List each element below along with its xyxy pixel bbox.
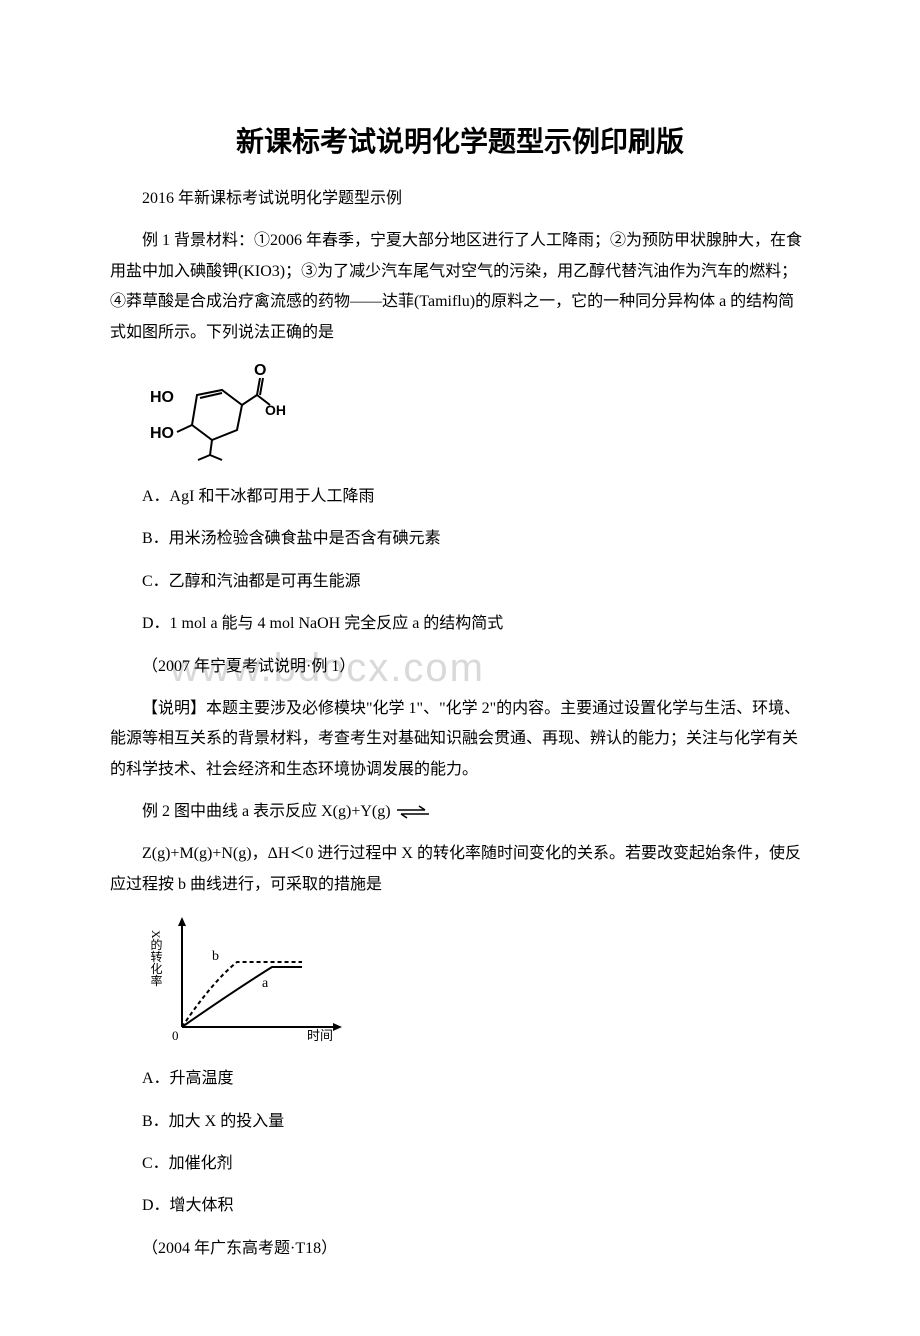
chart-x-label: 时间 bbox=[307, 1028, 333, 1043]
chart-origin: 0 bbox=[172, 1028, 179, 1043]
q2-stem-b: Z(g)+M(g)+N(g)，ΔH＜0 进行过程中 X 的转化率随时间变化的关系… bbox=[110, 839, 810, 900]
q1-molecule-figure: HO HO O OH bbox=[142, 360, 810, 470]
q2-stem-a-text: 例 2 图中曲线 a 表示反应 X(g)+Y(g) bbox=[142, 803, 391, 820]
q2-chart-figure: b a 0 X的转化率 时间 bbox=[142, 912, 810, 1052]
label-HO-bottom: HO bbox=[150, 425, 174, 442]
q1-opt-b: B．用米汤检验含碘食盐中是否含有碘元素 bbox=[110, 524, 810, 554]
q2-opt-c: C．加催化剂 bbox=[110, 1149, 810, 1179]
q1-note: 【说明】本题主要涉及必修模块"化学 1"、"化学 2"的内容。主要通过设置化学与… bbox=[110, 694, 810, 785]
label-O-dbl: O bbox=[254, 362, 266, 379]
q2-opt-a: A．升高温度 bbox=[110, 1064, 810, 1094]
page-title: 新课标考试说明化学题型示例印刷版 bbox=[110, 120, 810, 160]
q2-opt-d: D．增大体积 bbox=[110, 1191, 810, 1221]
q1-opt-d: D．1 mol a 能与 4 mol NaOH 完全反应 a 的结构简式 bbox=[110, 609, 810, 639]
q1-source: （2007 年宁夏考试说明·例 1） bbox=[110, 652, 810, 682]
label-OH: OH bbox=[265, 402, 286, 418]
chart-b-label: b bbox=[212, 949, 219, 964]
q2-opt-b: B．加大 X 的投入量 bbox=[110, 1107, 810, 1137]
equilibrium-arrow-icon bbox=[395, 805, 431, 819]
intro-line: 2016 年新课标考试说明化学题型示例 bbox=[110, 184, 810, 214]
q1-stem: 例 1 背景材料：①2006 年春季，宁夏大部分地区进行了人工降雨；②为预防甲状… bbox=[110, 226, 810, 348]
q1-opt-a: A．AgI 和干冰都可用于人工降雨 bbox=[110, 482, 810, 512]
chart-a-label: a bbox=[262, 976, 269, 991]
q1-opt-c: C．乙醇和汽油都是可再生能源 bbox=[110, 567, 810, 597]
q2-stem-a: 例 2 图中曲线 a 表示反应 X(g)+Y(g) bbox=[110, 797, 810, 827]
q2-source: （2004 年广东高考题·T18） bbox=[110, 1234, 810, 1264]
chart-y-label: X的转化率 bbox=[149, 930, 163, 987]
label-HO-top: HO bbox=[150, 389, 174, 406]
